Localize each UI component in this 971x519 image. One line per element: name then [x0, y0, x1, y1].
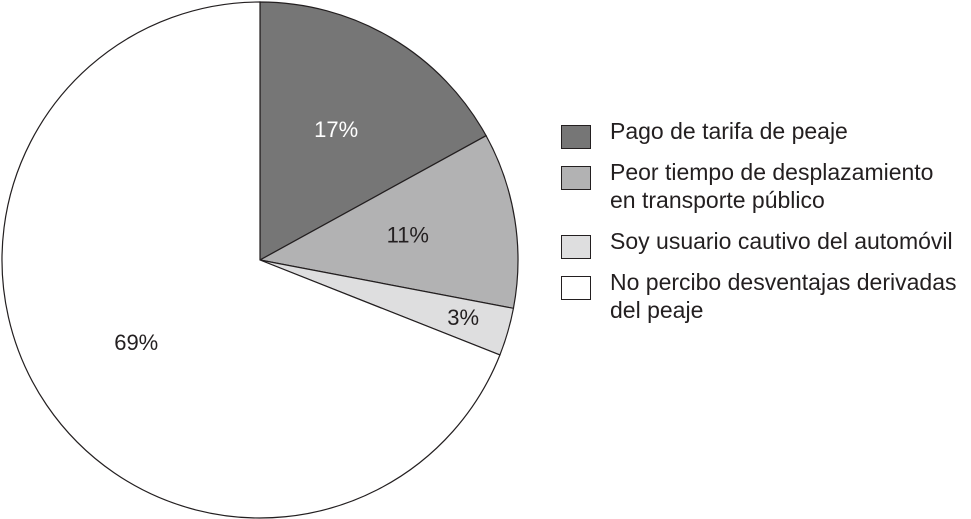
pie-value-label-peor-tiempo-de-desplazamiento-en-transporte-publico: 11% [387, 222, 429, 247]
pie-value-label-pago-de-tarifa-de-peaje: 17% [314, 117, 358, 142]
legend-item-tarifa: Pago de tarifa de peaje [561, 117, 966, 149]
legend-label-cautivo-line-1: Soy usuario cautivo del automóvil [610, 228, 953, 254]
pie-value-labels: 17% 11% 3% 69% [114, 117, 479, 355]
legend-swatch-no-desventajas [561, 276, 591, 300]
legend-label-no-desventajas-line-2: del peaje [610, 297, 704, 323]
legend-label-tiempo-line-1: Peor tiempo de desplazamiento [610, 159, 934, 185]
legend-label-tiempo-line-2: en transporte público [610, 187, 825, 213]
legend-label-tarifa-line-1: Pago de tarifa de peaje [610, 118, 848, 144]
pie-slice-peor-tiempo-de-desplazamiento-en-transporte-publico [258, 134, 519, 310]
legend-label-no-desventajas-line-1: No percibo desventajas derivadas [610, 269, 957, 295]
pie-slices [1, 1, 519, 519]
legend-swatch-cautivo [561, 235, 591, 259]
legend-item-no-desventajas: No percibo desventajas derivadas del pea… [561, 268, 966, 324]
chart-legend: Pago de tarifa de peaje Peor tiempo de d… [561, 117, 966, 337]
pie-slice-pago-de-tarifa-de-peaje [259, 1, 487, 262]
pie-value-label-no-percibo-desventajas-derivadas-del-peaje: 69% [114, 330, 158, 355]
pie-value-label-soy-usuario-cautivo-del-automovil: 3% [447, 305, 479, 330]
legend-swatch-tarifa [561, 125, 591, 149]
pie-slice-no-percibo-desventajas-derivadas-del-peaje [1, 1, 501, 519]
legend-item-cautivo: Soy usuario cautivo del automóvil [561, 227, 966, 259]
legend-swatch-tiempo [561, 166, 591, 190]
legend-item-tiempo: Peor tiempo de desplazamiento en transpo… [561, 158, 966, 214]
